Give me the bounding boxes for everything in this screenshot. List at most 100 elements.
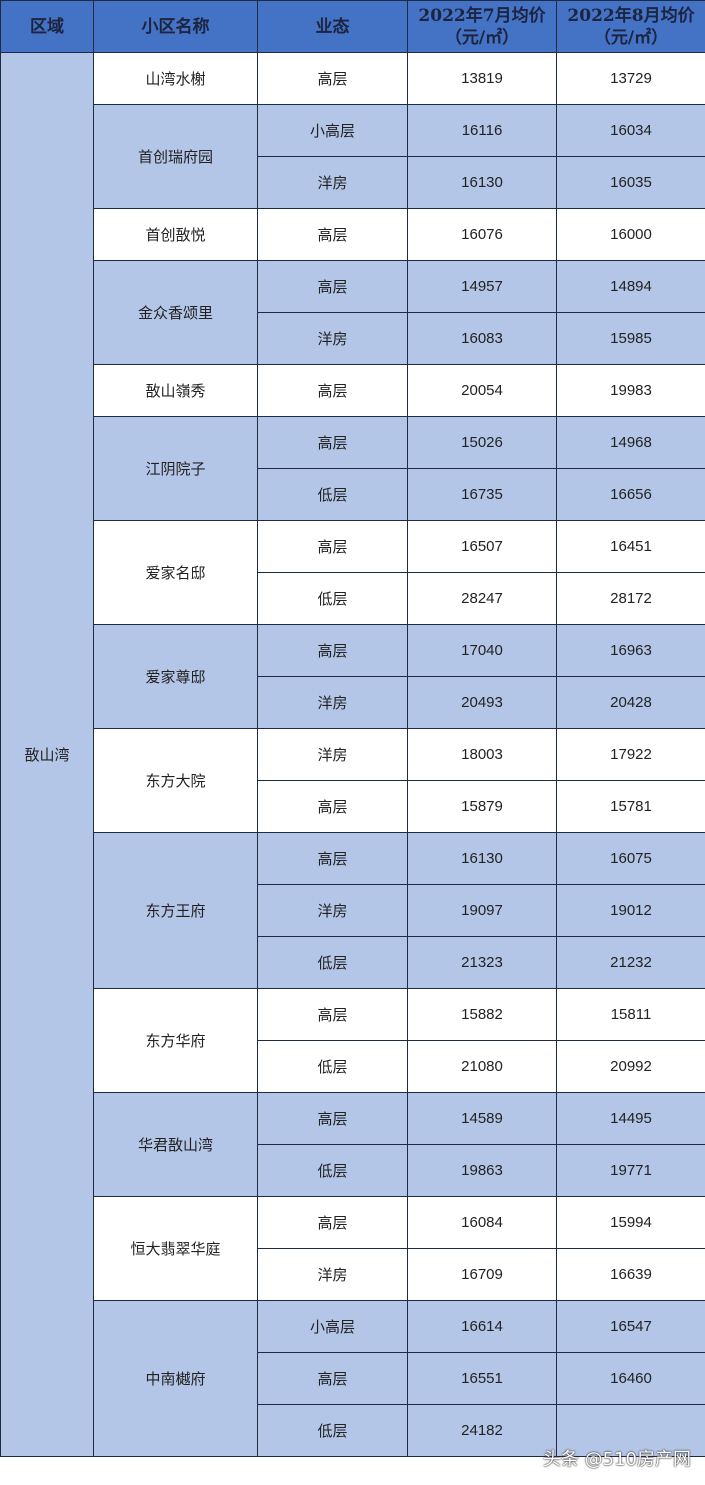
community-name-cell: 恒大翡翠华庭 — [93, 1196, 258, 1301]
table-body: 敔山湾 山湾水榭 高层 13819 13729 首创瑞府园 小高层 16116 16034 洋房 1… — [0, 52, 705, 1457]
august-price-cell: 14894 — [556, 260, 705, 313]
august-price-cell: 20992 — [556, 1040, 705, 1093]
table-row: 恒大翡翠华庭 高层 16084 15994 — [1, 1196, 705, 1301]
july-price-cell: 18003 — [407, 728, 557, 781]
august-price-cell: 19012 — [556, 884, 705, 937]
table-row: 洋房 16709 16639 — [1, 1248, 705, 1301]
type-cell: 洋房 — [257, 676, 408, 729]
july-price-cell: 16116 — [407, 104, 557, 157]
august-price-cell: 15811 — [556, 988, 705, 1041]
type-cell: 洋房 — [257, 312, 408, 365]
july-price-cell: 16735 — [407, 468, 557, 521]
table-row: 洋房 16083 15985 — [1, 312, 705, 365]
table-row: 中南樾府 小高层 16614 16547 — [1, 1300, 705, 1457]
table-row: 首创瑞府园 小高层 16116 16034 — [1, 104, 705, 209]
august-price-cell: 20428 — [556, 676, 705, 729]
community-name-cell: 东方王府 — [93, 832, 258, 989]
header-august-unit: （元/㎡） — [593, 27, 669, 48]
august-price-cell: 16963 — [556, 624, 705, 677]
august-price-cell: 16547 — [556, 1300, 705, 1353]
august-price-cell: 17922 — [556, 728, 705, 781]
table-row: 洋房 20493 20428 — [1, 676, 705, 729]
type-cell: 高层 — [257, 520, 408, 573]
july-price-cell: 15879 — [407, 780, 557, 833]
table-row: 洋房 19097 19012 — [1, 884, 705, 937]
august-price-cell: 14495 — [556, 1092, 705, 1145]
table-row: 低层 19863 19771 — [1, 1144, 705, 1197]
july-price-cell: 13819 — [407, 52, 557, 105]
table-row: 高层 15879 15781 — [1, 780, 705, 833]
table-row: 敔山嶺秀 高层 20054 19983 — [1, 364, 705, 417]
type-cell: 高层 — [257, 416, 408, 469]
watermark: 头条 @510房产网 — [542, 1449, 691, 1470]
july-price-cell: 16507 — [407, 520, 557, 573]
community-name-cell: 金众香颂里 — [93, 260, 258, 365]
july-price-cell: 21080 — [407, 1040, 557, 1093]
august-price-cell: 13729 — [556, 52, 705, 105]
type-cell: 洋房 — [257, 1248, 408, 1301]
area-cell: 敔山湾 — [0, 52, 94, 1457]
table-row: 低层 21080 20992 — [1, 1040, 705, 1093]
header-name: 小区名称 — [93, 0, 258, 53]
august-price-cell: 16639 — [556, 1248, 705, 1301]
header-july-label: 2022年7月均价 — [418, 5, 546, 26]
table-row: 低层 28247 28172 — [1, 572, 705, 625]
july-price-cell: 16076 — [407, 208, 557, 261]
type-cell: 高层 — [257, 364, 408, 417]
type-cell: 低层 — [257, 468, 408, 521]
august-price-cell: 16460 — [556, 1352, 705, 1405]
august-price-cell: 16000 — [556, 208, 705, 261]
table-row: 低层 21323 21232 — [1, 936, 705, 989]
table-row: 东方大院 洋房 18003 17922 — [1, 728, 705, 833]
july-price-cell: 16614 — [407, 1300, 557, 1353]
table-row: 爱家名邸 高层 16507 16451 — [1, 520, 705, 625]
type-cell: 高层 — [257, 780, 408, 833]
header-august-price: 2022年8月均价 （元/㎡） — [556, 0, 705, 53]
july-price-cell: 20054 — [407, 364, 557, 417]
community-name-cell: 华君敔山湾 — [93, 1092, 258, 1197]
july-price-cell: 14589 — [407, 1092, 557, 1145]
august-price-cell — [556, 1404, 705, 1457]
type-cell: 低层 — [257, 572, 408, 625]
august-price-cell: 16075 — [556, 832, 705, 885]
july-price-cell: 16084 — [407, 1196, 557, 1249]
table-row: 高层 16551 16460 — [1, 1352, 705, 1405]
type-cell: 高层 — [257, 208, 408, 261]
table-row: 首创敔悦 高层 16076 16000 — [1, 208, 705, 261]
august-price-cell: 16656 — [556, 468, 705, 521]
table-row: 洋房 16130 16035 — [1, 156, 705, 209]
july-price-cell: 17040 — [407, 624, 557, 677]
july-price-cell: 28247 — [407, 572, 557, 625]
july-price-cell: 24182 — [407, 1404, 557, 1457]
type-cell: 洋房 — [257, 884, 408, 937]
july-price-cell: 19863 — [407, 1144, 557, 1197]
july-price-cell: 16551 — [407, 1352, 557, 1405]
july-price-cell: 16130 — [407, 156, 557, 209]
community-name-cell: 敔山嶺秀 — [93, 364, 258, 417]
july-price-cell: 16709 — [407, 1248, 557, 1301]
august-price-cell: 19771 — [556, 1144, 705, 1197]
table-row: 敔山湾 山湾水榭 高层 13819 13729 — [0, 52, 705, 1457]
table-row: 东方王府 高层 16130 16075 — [1, 832, 705, 989]
august-price-cell: 16451 — [556, 520, 705, 573]
type-cell: 高层 — [257, 832, 408, 885]
july-price-cell: 15882 — [407, 988, 557, 1041]
august-price-cell: 19983 — [556, 364, 705, 417]
type-cell: 高层 — [257, 624, 408, 677]
type-cell: 低层 — [257, 1404, 408, 1457]
july-price-cell: 16083 — [407, 312, 557, 365]
header-row: 区域 小区名称 业态 2022年7月均价 （元/㎡） 2022年8月均价 （元/㎡） — [0, 0, 705, 53]
august-price-cell: 15985 — [556, 312, 705, 365]
community-name-cell: 东方华府 — [93, 988, 258, 1093]
type-cell: 洋房 — [257, 156, 408, 209]
table-row: 金众香颂里 高层 14957 14894 — [1, 260, 705, 365]
type-cell: 小高层 — [257, 1300, 408, 1353]
july-price-cell: 20493 — [407, 676, 557, 729]
table-row: 东方华府 高层 15882 15811 — [1, 988, 705, 1093]
community-name-cell: 中南樾府 — [93, 1300, 258, 1457]
august-price-cell: 15994 — [556, 1196, 705, 1249]
type-cell: 高层 — [257, 1352, 408, 1405]
august-price-cell: 28172 — [556, 572, 705, 625]
july-price-cell: 21323 — [407, 936, 557, 989]
